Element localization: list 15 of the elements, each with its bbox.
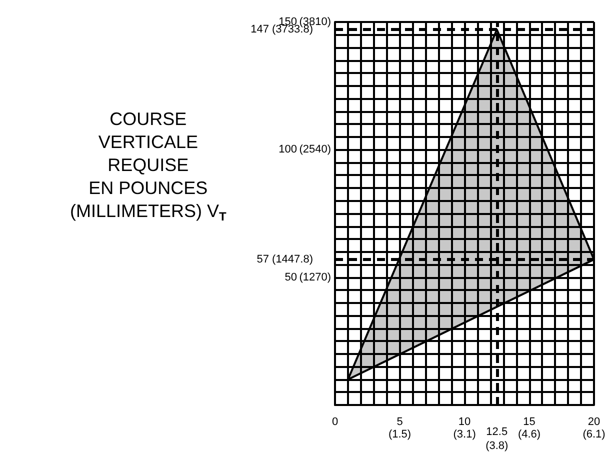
x-tick-label: 20	[588, 416, 600, 428]
x2-tick-label: (3.1)	[453, 428, 476, 440]
x2-tick-label: (6.1)	[582, 428, 606, 440]
x-tick-label: 0	[332, 416, 338, 428]
x-tick-label: 15	[523, 416, 536, 428]
y2-tick-label: (2540)	[299, 144, 331, 156]
ref-line-label: 57 (1447.8)	[256, 253, 313, 266]
y-tick-label: 50	[284, 271, 297, 284]
x2-tick-label: (1.5)	[388, 428, 412, 440]
x-tick-label: 5	[396, 416, 403, 428]
x2-tick-label: (4.6)	[518, 428, 541, 440]
y2-tick-label: (1270)	[299, 271, 331, 284]
ref-line-label: 12.5 (3.8)	[486, 426, 508, 452]
y-tick-label: 100	[278, 144, 297, 156]
x-tick-label: 10	[458, 416, 471, 428]
